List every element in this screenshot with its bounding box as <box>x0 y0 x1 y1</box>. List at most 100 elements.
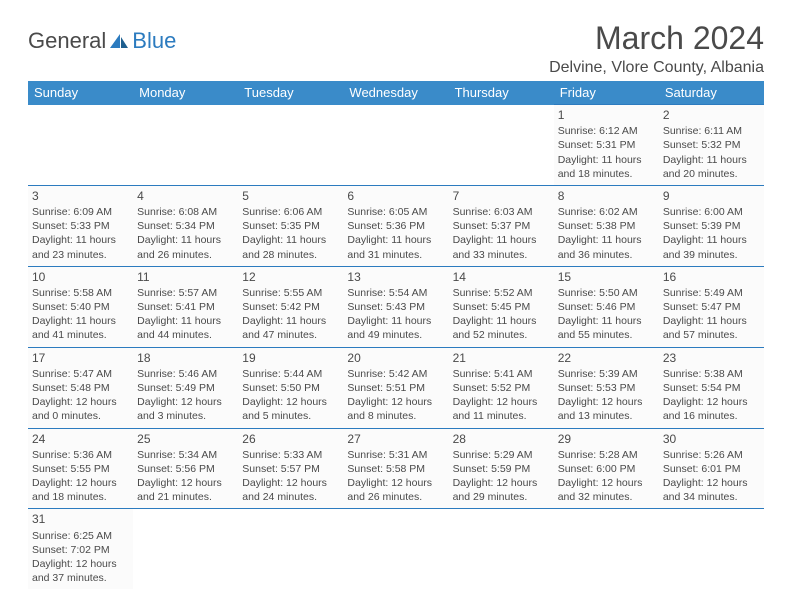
sunrise-text: Sunrise: 6:00 AM <box>663 205 760 219</box>
daylight-text: Daylight: 12 hours <box>453 395 550 409</box>
calendar-cell: 18Sunrise: 5:46 AMSunset: 5:49 PMDayligh… <box>133 347 238 428</box>
sunrise-text: Sunrise: 6:09 AM <box>32 205 129 219</box>
daylight-text: and 3 minutes. <box>137 409 234 423</box>
daylight-text: and 28 minutes. <box>242 248 339 262</box>
daylight-text: Daylight: 12 hours <box>137 395 234 409</box>
header: General Blue March 2024 Delvine, Vlore C… <box>28 20 764 77</box>
sunset-text: Sunset: 5:31 PM <box>558 138 655 152</box>
day-number: 31 <box>32 511 129 527</box>
calendar-row: 17Sunrise: 5:47 AMSunset: 5:48 PMDayligh… <box>28 347 764 428</box>
day-number: 21 <box>453 350 550 366</box>
day-number: 7 <box>453 188 550 204</box>
daylight-text: Daylight: 12 hours <box>347 395 444 409</box>
daylight-text: Daylight: 12 hours <box>558 395 655 409</box>
sunrise-text: Sunrise: 5:49 AM <box>663 286 760 300</box>
day-number: 26 <box>242 431 339 447</box>
page-title: March 2024 <box>549 20 764 57</box>
logo-text-general: General <box>28 28 106 54</box>
calendar-cell: 16Sunrise: 5:49 AMSunset: 5:47 PMDayligh… <box>659 266 764 347</box>
calendar-cell <box>133 509 238 589</box>
sunrise-text: Sunrise: 5:31 AM <box>347 448 444 462</box>
day-number: 3 <box>32 188 129 204</box>
daylight-text: and 5 minutes. <box>242 409 339 423</box>
daylight-text: Daylight: 12 hours <box>663 395 760 409</box>
day-header: Monday <box>133 81 238 105</box>
sunset-text: Sunset: 5:48 PM <box>32 381 129 395</box>
calendar-cell: 2Sunrise: 6:11 AMSunset: 5:32 PMDaylight… <box>659 105 764 186</box>
day-number: 22 <box>558 350 655 366</box>
sunrise-text: Sunrise: 5:55 AM <box>242 286 339 300</box>
day-number: 24 <box>32 431 129 447</box>
daylight-text: and 37 minutes. <box>32 571 129 585</box>
sunrise-text: Sunrise: 5:50 AM <box>558 286 655 300</box>
day-number: 27 <box>347 431 444 447</box>
daylight-text: and 21 minutes. <box>137 490 234 504</box>
sunset-text: Sunset: 5:54 PM <box>663 381 760 395</box>
daylight-text: and 39 minutes. <box>663 248 760 262</box>
daylight-text: Daylight: 11 hours <box>137 314 234 328</box>
day-header-row: Sunday Monday Tuesday Wednesday Thursday… <box>28 81 764 105</box>
day-number: 10 <box>32 269 129 285</box>
sunset-text: Sunset: 5:58 PM <box>347 462 444 476</box>
calendar-cell: 23Sunrise: 5:38 AMSunset: 5:54 PMDayligh… <box>659 347 764 428</box>
sunrise-text: Sunrise: 5:29 AM <box>453 448 550 462</box>
sunset-text: Sunset: 5:47 PM <box>663 300 760 314</box>
daylight-text: Daylight: 12 hours <box>137 476 234 490</box>
daylight-text: Daylight: 12 hours <box>558 476 655 490</box>
day-header: Thursday <box>449 81 554 105</box>
sunset-text: Sunset: 5:37 PM <box>453 219 550 233</box>
calendar-cell <box>449 509 554 589</box>
sunrise-text: Sunrise: 6:06 AM <box>242 205 339 219</box>
daylight-text: and 32 minutes. <box>558 490 655 504</box>
daylight-text: Daylight: 11 hours <box>242 233 339 247</box>
daylight-text: and 55 minutes. <box>558 328 655 342</box>
day-number: 4 <box>137 188 234 204</box>
calendar-cell: 31Sunrise: 6:25 AMSunset: 7:02 PMDayligh… <box>28 509 133 589</box>
sunrise-text: Sunrise: 5:57 AM <box>137 286 234 300</box>
daylight-text: Daylight: 11 hours <box>32 233 129 247</box>
sunrise-text: Sunrise: 5:46 AM <box>137 367 234 381</box>
daylight-text: Daylight: 11 hours <box>558 153 655 167</box>
sunrise-text: Sunrise: 5:28 AM <box>558 448 655 462</box>
sunset-text: Sunset: 5:36 PM <box>347 219 444 233</box>
sunrise-text: Sunrise: 6:02 AM <box>558 205 655 219</box>
daylight-text: Daylight: 12 hours <box>32 476 129 490</box>
day-header: Friday <box>554 81 659 105</box>
sunset-text: Sunset: 5:50 PM <box>242 381 339 395</box>
sunset-text: Sunset: 5:35 PM <box>242 219 339 233</box>
daylight-text: and 34 minutes. <box>663 490 760 504</box>
sunrise-text: Sunrise: 5:41 AM <box>453 367 550 381</box>
day-number: 29 <box>558 431 655 447</box>
sunset-text: Sunset: 5:38 PM <box>558 219 655 233</box>
daylight-text: and 24 minutes. <box>242 490 339 504</box>
daylight-text: Daylight: 12 hours <box>242 395 339 409</box>
calendar-cell: 7Sunrise: 6:03 AMSunset: 5:37 PMDaylight… <box>449 185 554 266</box>
calendar-cell <box>28 105 133 186</box>
daylight-text: Daylight: 12 hours <box>453 476 550 490</box>
calendar-cell: 26Sunrise: 5:33 AMSunset: 5:57 PMDayligh… <box>238 428 343 509</box>
calendar-cell <box>659 509 764 589</box>
day-number: 12 <box>242 269 339 285</box>
daylight-text: and 16 minutes. <box>663 409 760 423</box>
calendar-cell: 25Sunrise: 5:34 AMSunset: 5:56 PMDayligh… <box>133 428 238 509</box>
daylight-text: and 23 minutes. <box>32 248 129 262</box>
day-header: Tuesday <box>238 81 343 105</box>
daylight-text: Daylight: 12 hours <box>347 476 444 490</box>
daylight-text: and 8 minutes. <box>347 409 444 423</box>
calendar-cell: 11Sunrise: 5:57 AMSunset: 5:41 PMDayligh… <box>133 266 238 347</box>
day-number: 25 <box>137 431 234 447</box>
daylight-text: and 33 minutes. <box>453 248 550 262</box>
calendar-cell: 28Sunrise: 5:29 AMSunset: 5:59 PMDayligh… <box>449 428 554 509</box>
calendar-row: 24Sunrise: 5:36 AMSunset: 5:55 PMDayligh… <box>28 428 764 509</box>
sunrise-text: Sunrise: 6:08 AM <box>137 205 234 219</box>
day-number: 8 <box>558 188 655 204</box>
calendar-cell: 20Sunrise: 5:42 AMSunset: 5:51 PMDayligh… <box>343 347 448 428</box>
sunset-text: Sunset: 5:34 PM <box>137 219 234 233</box>
daylight-text: Daylight: 11 hours <box>453 233 550 247</box>
sunset-text: Sunset: 5:40 PM <box>32 300 129 314</box>
daylight-text: and 0 minutes. <box>32 409 129 423</box>
calendar-cell <box>449 105 554 186</box>
calendar-cell <box>133 105 238 186</box>
calendar-cell <box>238 509 343 589</box>
calendar-cell <box>343 105 448 186</box>
